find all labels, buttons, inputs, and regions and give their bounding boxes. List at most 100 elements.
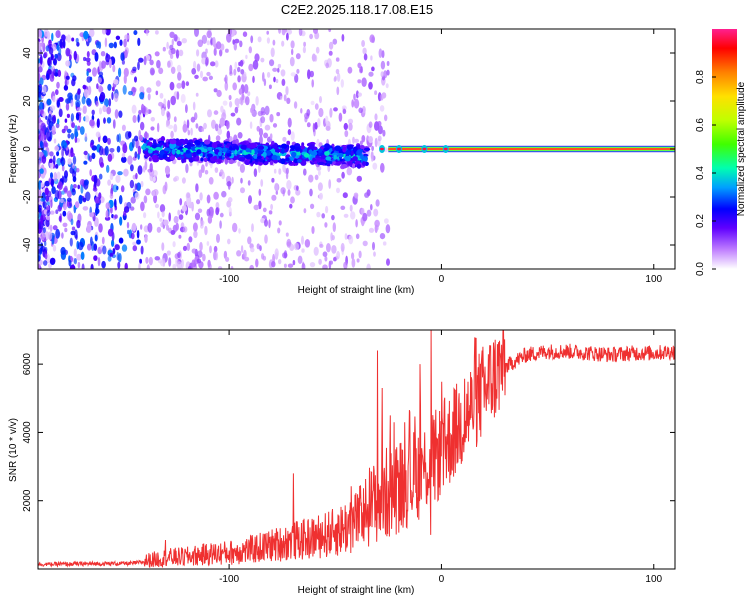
noise-cell [130,232,135,240]
noise-cell [102,105,107,113]
noise-cell [173,123,178,133]
noise-cell [186,242,191,251]
noise-cell [237,66,241,73]
noise-cell [48,113,52,123]
noise-cell [355,233,360,240]
noise-cell [169,44,174,50]
noise-cell [255,96,259,106]
echo-cell [280,143,288,149]
noise-cell [340,79,344,88]
noise-cell [122,143,128,154]
noise-cell [101,236,105,245]
noise-cell [74,94,78,101]
noise-cell [120,185,125,193]
noise-cell [65,47,71,57]
noise-cell [51,32,54,42]
noise-cell [106,117,112,124]
noise-cell [170,130,174,139]
noise-cell [38,43,41,53]
noise-cell [155,90,159,96]
noise-cell [296,185,299,191]
noise-cell [48,231,53,240]
y-tick-label: 2000 [22,489,33,512]
noise-cell [301,235,304,245]
noise-cell [126,221,130,229]
echo-cell [147,149,153,154]
noise-cell [82,197,87,203]
noise-cell [254,53,260,62]
noise-cell [249,264,254,269]
noise-cell [55,164,59,169]
noise-cell [368,81,373,90]
noise-cell [362,106,366,114]
noise-cell [64,70,68,77]
noise-cell [366,209,372,217]
snr-panel: -100 0 100 2000 4000 6000 Height of straight … [8,329,676,596]
noise-cell [377,125,383,135]
echo-cell [169,155,175,161]
noise-cell [48,263,52,269]
noise-cell [377,135,382,142]
noise-cell [332,222,336,233]
noise-cell [120,52,125,61]
noise-cell [82,84,87,90]
echo-cell [333,154,338,160]
echo-cell [193,152,197,158]
noise-cell [105,202,111,210]
noise-cell [175,49,180,59]
echo-cell [238,156,246,162]
noise-cell [63,142,68,149]
noise-cell [176,64,182,73]
noise-cell [95,100,99,107]
noise-cell [100,51,106,57]
noise-cell [116,134,120,143]
noise-cell [154,256,161,261]
noise-cell [140,245,144,255]
noise-cell [260,179,264,187]
noise-cell [61,232,64,239]
echo-cell [334,145,342,152]
noise-cell [63,84,69,91]
noise-cell [236,250,242,257]
noise-cell [85,57,91,62]
noise-cell [164,165,171,175]
noise-cell [195,123,199,129]
noise-cell [358,107,364,114]
noise-cell [52,225,58,231]
noise-cell [38,31,41,38]
noise-cell [176,82,182,89]
noise-cell [93,174,98,184]
echo-cell [271,154,278,161]
noise-cell [225,120,231,129]
noise-cell [289,203,293,209]
noise-cell [100,60,106,69]
noise-cell [185,81,190,87]
noise-cell [107,255,112,262]
spectrogram-panel: -100 0 100 -40 -20 0 20 40 Height of straight l… [8,28,676,296]
noise-cell [234,61,238,70]
noise-cell [111,239,115,247]
noise-cell [149,162,153,173]
noise-cell [44,253,48,260]
noise-cell [281,29,286,36]
noise-cell [260,57,265,63]
noise-cell [140,121,145,131]
noise-cell [287,189,291,196]
noise-cell [281,40,285,47]
noise-cell [56,151,60,157]
noise-cell [324,222,328,228]
noise-cell [155,80,161,87]
noise-cell [173,215,179,224]
noise-cell [336,72,341,82]
noise-cell [375,199,380,207]
noise-cell [80,251,85,260]
noise-cell [160,222,164,228]
noise-cell [118,237,124,244]
noise-cell [55,30,61,39]
noise-cell [278,259,282,265]
echo-cell [148,137,154,141]
noise-cell [258,128,264,137]
noise-cell [290,40,295,49]
noise-cell [336,251,340,260]
